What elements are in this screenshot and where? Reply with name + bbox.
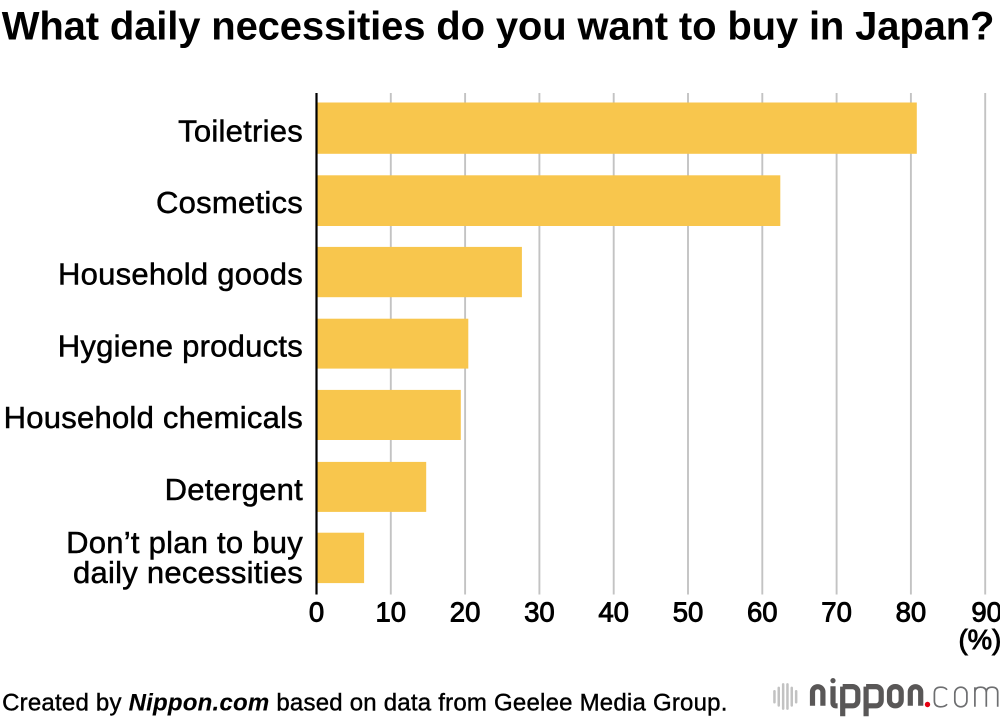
svg-text:80: 80 [896, 597, 927, 628]
svg-text:Household chemicals: Household chemicals [4, 400, 303, 435]
svg-text:10: 10 [376, 597, 407, 628]
svg-text:70: 70 [821, 597, 852, 628]
svg-text:Detergent: Detergent [165, 472, 304, 507]
svg-text:60: 60 [747, 597, 778, 628]
svg-text:daily necessities: daily necessities [73, 555, 303, 590]
svg-text:90: 90 [971, 597, 1000, 628]
svg-text:Created by Nippon.com based on: Created by Nippon.com based on data from… [2, 690, 728, 717]
svg-text:Hygiene products: Hygiene products [58, 328, 303, 363]
svg-text:50: 50 [673, 597, 704, 628]
svg-text:0: 0 [309, 597, 324, 628]
svg-text:40: 40 [598, 597, 629, 628]
svg-text:Cosmetics: Cosmetics [156, 185, 303, 220]
svg-text:30: 30 [524, 597, 555, 628]
svg-text:Household goods: Household goods [58, 257, 303, 292]
svg-text:20: 20 [450, 597, 481, 628]
svg-text:Toiletries: Toiletries [178, 113, 303, 148]
svg-text:(%): (%) [959, 624, 1000, 655]
svg-text:What daily necessities do you: What daily necessities do you want to bu… [2, 5, 995, 49]
svg-text:Don’t plan to buy: Don’t plan to buy [66, 525, 303, 560]
